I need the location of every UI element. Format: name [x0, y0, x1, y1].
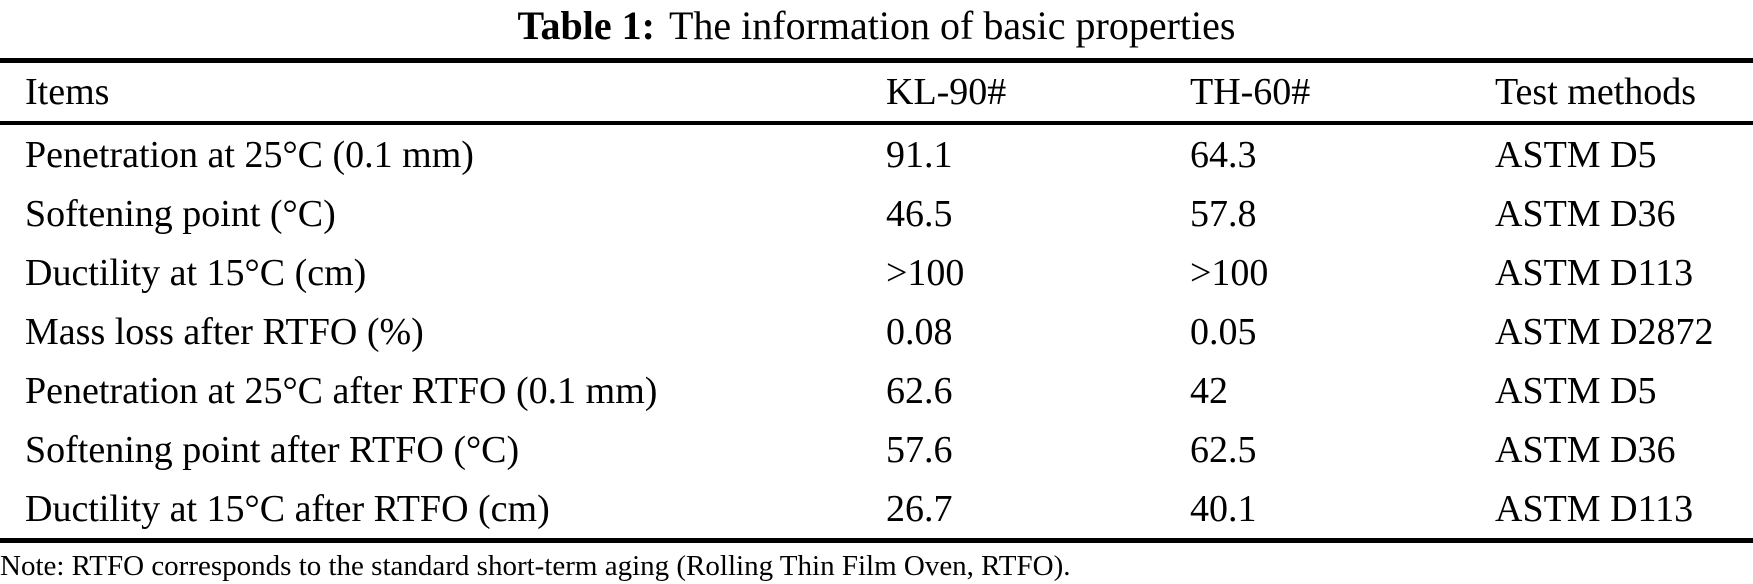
method-cell: ASTM D113 — [1495, 251, 1694, 294]
table-row: Mass loss after RTFO (%) 0.08 0.05 ASTM … — [0, 302, 1753, 361]
item-cell: Ductility at 15°C after RTFO (cm) — [25, 487, 550, 530]
kl90-cell: >100 — [886, 251, 965, 294]
kl90-cell: 57.6 — [886, 428, 953, 471]
item-cell: Softening point after RTFO (°C) — [25, 428, 520, 471]
table-row: Softening point after RTFO (°C) 57.6 62.… — [0, 420, 1753, 479]
kl90-cell: 46.5 — [886, 192, 953, 235]
table-caption: Table 1: The information of basic propert… — [0, 0, 1753, 52]
method-cell: ASTM D5 — [1495, 369, 1657, 412]
table-row: Ductility at 15°C (cm) >100 >100 ASTM D1… — [0, 243, 1753, 302]
item-cell: Softening point (°C) — [25, 192, 336, 235]
item-cell: Penetration at 25°C after RTFO (0.1 mm) — [25, 369, 658, 412]
kl90-cell: 0.08 — [886, 310, 953, 353]
kl90-cell: 62.6 — [886, 369, 953, 412]
method-cell: ASTM D5 — [1495, 133, 1657, 176]
item-cell: Ductility at 15°C (cm) — [25, 251, 367, 294]
header-row: Items KL-90# TH-60# Test methods — [0, 61, 1753, 123]
table-caption-text: The information of basic properties — [668, 3, 1236, 48]
th60-cell: 42 — [1190, 369, 1228, 412]
table-row: Penetration at 25°C after RTFO (0.1 mm) … — [0, 361, 1753, 420]
basic-properties-table: Items KL-90# TH-60# Test methods Penetra… — [0, 58, 1753, 543]
column-header-methods: Test methods — [1495, 71, 1697, 113]
kl90-cell: 91.1 — [886, 133, 953, 176]
th60-cell: 0.05 — [1190, 310, 1257, 353]
th60-cell: 40.1 — [1190, 487, 1257, 530]
table-row: Softening point (°C) 46.5 57.8 ASTM D36 — [0, 184, 1753, 243]
column-header-th60: TH-60# — [1190, 71, 1311, 113]
method-cell: ASTM D36 — [1495, 192, 1676, 235]
method-cell: ASTM D113 — [1495, 487, 1694, 530]
kl90-cell: 26.7 — [886, 487, 953, 530]
table-row: Penetration at 25°C (0.1 mm) 91.1 64.3 A… — [0, 123, 1753, 184]
table-row: Ductility at 15°C after RTFO (cm) 26.7 4… — [0, 479, 1753, 541]
table-caption-label: Table 1: — [517, 3, 655, 48]
item-cell: Penetration at 25°C (0.1 mm) — [25, 133, 474, 176]
column-header-kl90: KL-90# — [886, 71, 1007, 113]
th60-cell: 57.8 — [1190, 192, 1257, 235]
th60-cell: >100 — [1190, 251, 1269, 294]
table-note: Note: RTFO corresponds to the standard s… — [0, 550, 1071, 582]
th60-cell: 62.5 — [1190, 428, 1257, 471]
method-cell: ASTM D2872 — [1495, 310, 1714, 353]
column-header-items: Items — [25, 71, 110, 113]
method-cell: ASTM D36 — [1495, 428, 1676, 471]
th60-cell: 64.3 — [1190, 133, 1257, 176]
item-cell: Mass loss after RTFO (%) — [25, 310, 424, 353]
